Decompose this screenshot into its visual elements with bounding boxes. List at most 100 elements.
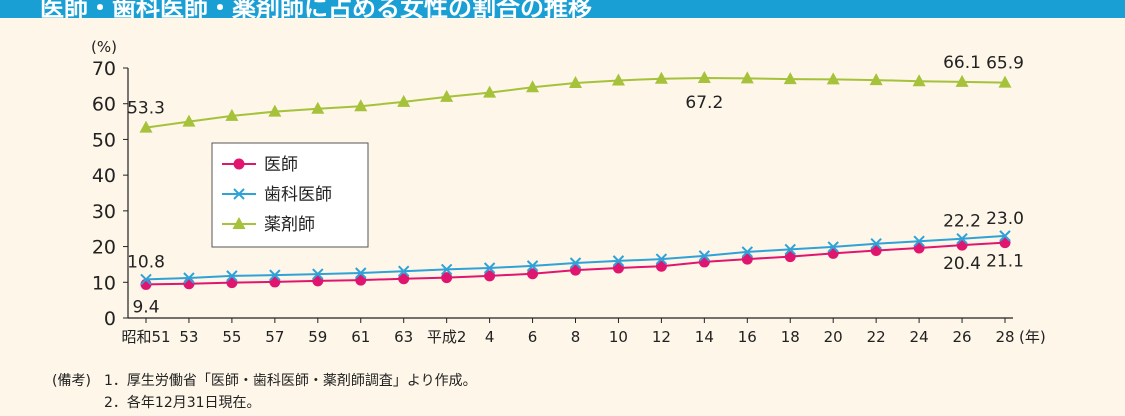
point-marker [440,89,454,102]
note-row-1: (備考) 1．厚生労働省「医師・歯科医師・薬剤師調査」より作成。 [52,370,477,392]
point-marker [569,76,582,88]
x-tick-label: 平成2 [427,328,467,346]
point-marker [784,251,796,263]
y-tick-label: 70 [92,58,116,80]
x-tick-label: 10 [609,328,628,346]
x-tick-label: 55 [222,328,241,346]
point-marker [526,260,539,272]
data-label: 21.1 [986,252,1024,272]
point-marker [956,233,968,245]
point-marker [698,250,711,262]
point-marker [225,108,239,121]
data-label: 22.2 [943,212,981,232]
point-marker [869,73,883,86]
point-marker [783,72,797,85]
notes: (備考) 1．厚生労働省「医師・歯科医師・薬剤師調査」より作成。 2．各年12月3… [52,370,477,414]
point-marker [233,158,245,170]
point-marker [483,85,497,98]
point-marker [955,74,969,87]
data-label: 10.8 [127,252,165,272]
x-tick-label: 16 [738,328,757,346]
data-label: 65.9 [986,54,1024,74]
point-marker [998,75,1012,88]
data-label: 67.2 [685,93,723,113]
x-tick-label: 63 [394,328,413,346]
point-marker [232,217,246,229]
point-marker [140,273,152,286]
point-marker [569,257,582,269]
y-tick-label: 20 [92,237,116,259]
x-tick-label: 57 [265,328,284,346]
data-label: 9.4 [132,297,159,317]
x-tick-label: 4 [485,328,495,346]
point-marker [526,80,540,93]
x-tick-label: 22 [867,328,886,346]
point-marker [355,267,367,279]
point-marker [233,188,245,200]
point-marker [440,263,453,276]
point-marker [655,253,668,265]
note-item-1: 1．厚生労働省「医師・歯科医師・薬剤師調査」より作成。 [104,373,477,389]
point-marker [183,278,195,290]
point-marker [784,243,796,256]
banner-title: 医師・歯科医師・薬剤師に占める女性の割合の推移 [40,0,592,18]
point-marker [226,270,238,282]
point-marker [698,256,710,268]
point-marker [527,268,539,280]
legend-label: 医師 [264,155,298,175]
point-marker [398,273,410,285]
x-tick-label: 28 [995,328,1014,346]
point-marker [741,253,753,265]
y-tick-label: 30 [92,201,116,223]
data-label: 23.0 [986,209,1024,229]
point-marker [741,246,754,258]
point-marker [912,74,926,87]
point-marker [697,71,711,83]
x-tick-label: 6 [528,328,538,346]
point-marker [397,94,411,107]
y-tick-label: 0 [104,308,116,330]
note-item-2: 2．各年12月31日現在。 [104,395,261,411]
point-marker [183,272,195,284]
data-label: 53.3 [127,99,165,119]
point-marker [182,114,196,127]
point-marker [612,255,625,267]
x-axis-unit-label: (年) [1019,328,1046,346]
point-marker [870,238,882,250]
x-tick-label: 昭和51 [121,328,170,346]
point-marker [269,269,281,281]
point-marker [655,260,667,272]
data-label: 20.4 [943,254,981,274]
point-marker [354,99,368,112]
x-tick-label: 59 [308,328,327,346]
point-marker [826,72,840,85]
point-marker [139,120,153,133]
point-marker [612,262,624,274]
x-tick-label: 18 [781,328,800,346]
x-tick-label: 8 [571,328,581,346]
point-marker [355,274,367,286]
x-tick-label: 26 [953,328,972,346]
point-marker [611,73,625,86]
x-tick-label: 14 [695,328,714,346]
legend-label: 薬剤師 [264,215,315,235]
point-marker [312,268,324,280]
y-tick-label: 40 [92,165,116,187]
line-chart: (%) 0 10 20 30 40 50 60 70 昭和51 53 55 57 59 61 63 平成2 4 6 8… [91,38,1046,346]
y-tick-label: 10 [92,272,116,294]
point-marker [397,265,410,277]
x-tick-label: 24 [910,328,929,346]
data-label: 66.1 [943,53,981,73]
y-axis-unit-label: (%) [91,38,117,56]
y-tick-label: 60 [92,94,116,116]
point-marker [827,241,839,253]
point-marker [913,235,925,247]
point-marker [654,71,668,84]
point-marker [740,71,754,84]
title-banner: 医師・歯科医師・薬剤師に占める女性の割合の推移 [0,0,1125,18]
point-marker [570,264,581,276]
x-tick-label: 61 [351,328,370,346]
point-marker [311,101,325,114]
x-tick-label: 53 [179,328,198,346]
point-marker [268,104,282,117]
